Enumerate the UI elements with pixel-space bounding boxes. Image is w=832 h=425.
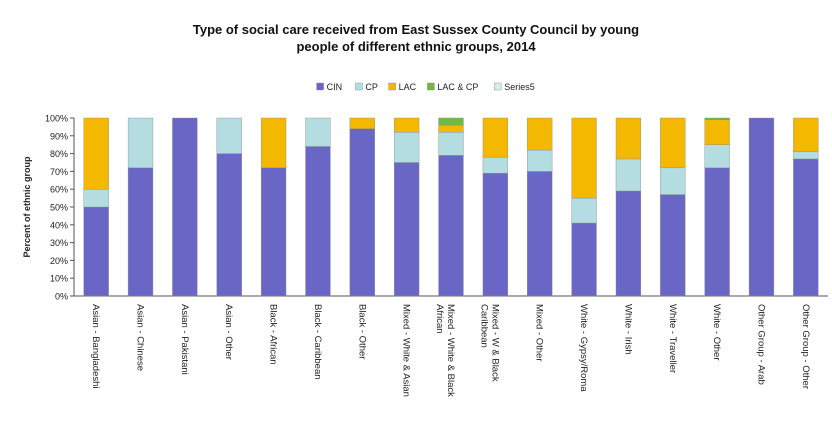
bar-segment-cp [482,156,508,174]
bar-segment-cin [704,167,730,297]
chart-title-line-1: Type of social care received from East S… [192,22,640,37]
bar-segment-cp [704,144,730,169]
y-tick-label: 0% [55,292,68,302]
bar-segment-cin [260,167,287,297]
bar-segment-cin [305,146,331,297]
y-tick-label: 90% [50,131,68,141]
bar-segment-cp [660,167,686,195]
bar-segment-lac [615,117,642,160]
bar-segment-cin [660,194,686,297]
bar-segment-cin [793,158,819,297]
legend-swatch-lac [388,82,396,91]
legend-swatch-series5 [494,82,502,91]
x-tick-label: Asian - Bangladeshi [90,304,101,389]
bar-segment-cin [482,172,508,297]
bar-segment-cin [615,190,642,297]
bar-segment-lac [260,117,287,169]
bar-segment-cin [216,153,242,297]
bar-segment-lac [571,117,597,199]
x-tick-label: Asian - Pakistani [179,304,190,375]
bar-segment-lac [83,117,109,190]
y-tick-label: 50% [50,203,68,213]
chart-title-line-2: people of different ethnic groups, 2014 [296,39,536,54]
x-tick-label: White - Other [711,304,722,361]
bar-segment-cin [349,128,375,297]
x-tick-label: White - Irish [622,304,633,355]
legend-swatch-cp [355,82,363,91]
x-tick-label: Asian - Chinese [135,304,146,371]
x-tick-label: Black - African [268,304,279,365]
x-tick-label: Black - Caribbean [312,304,323,380]
x-tick-label: Mixed - White & Asian [401,304,412,397]
x-tick-label: Mixed - W & Black [489,304,500,382]
bar-segment-cp [394,132,420,163]
bar-segment-cin [527,171,553,297]
bar-segment-cin [748,117,775,297]
bar-segment-cp [527,149,553,172]
bar-segment-lac [349,117,375,129]
bar-segment-cin [127,167,154,297]
bar-segment-cp [615,158,642,192]
bar-segment-lac [660,117,686,169]
bar-segment-cp [571,197,597,224]
y-tick-label: 10% [50,274,68,284]
x-tick-label: White - Gypsy/Roma [578,304,589,392]
bar-segment-cin [571,222,597,297]
bar-segment-lac [482,117,508,158]
bar-segment-cp [83,188,109,208]
bar-segment-cp [127,117,154,169]
bar-segment-cp [438,132,464,156]
bar-segment-cp [305,117,331,147]
bar-segment-lac [704,119,730,145]
legend-label: LAC & CP [437,82,478,92]
bar-segment-lac [394,117,420,133]
y-tick-label: 30% [50,238,68,248]
x-tick-label: African [434,304,445,334]
x-tick-label: Other Group - Other [800,304,811,389]
bar-segment-lac [438,124,464,133]
y-tick-label: 20% [50,256,68,266]
legend-swatch-cin [316,82,324,91]
bar-segment-lac-cp [704,117,730,120]
x-tick-label: Other Group - Arab [755,304,766,385]
legend-label: LAC [399,82,417,92]
y-tick-label: 80% [50,149,68,159]
y-tick-label: 60% [50,185,68,195]
y-axis-label: Percent of ethnic group [22,156,32,258]
x-tick-label: Mixed - White & Black [445,304,456,397]
bar-segment-cin [438,155,464,297]
x-tick-label: Asian - Other [223,304,234,360]
bar-segment-lac [527,117,553,151]
bar-segment-lac [793,117,819,153]
y-tick-label: 70% [50,167,68,177]
y-tick-label: 100% [45,114,68,124]
bar-segment-cp [216,117,242,154]
x-tick-label: Black - Other [356,304,367,359]
legend-label: CP [365,82,378,92]
x-tick-label: Caribbean [478,304,489,348]
bar-segment-cin [172,117,198,297]
legend-label: Series5 [504,82,535,92]
y-tick-label: 40% [50,220,68,230]
bar-segment-cin [83,206,109,297]
bar-segment-cin [394,162,420,297]
legend-label: CIN [327,82,343,92]
legend-swatch-lac-cp [427,82,435,91]
bar-segment-cp [793,151,819,160]
x-tick-label: Mixed - Other [534,304,545,362]
x-tick-label: White - Traveller [667,304,678,373]
bar-segment-lac-cp [438,117,464,126]
